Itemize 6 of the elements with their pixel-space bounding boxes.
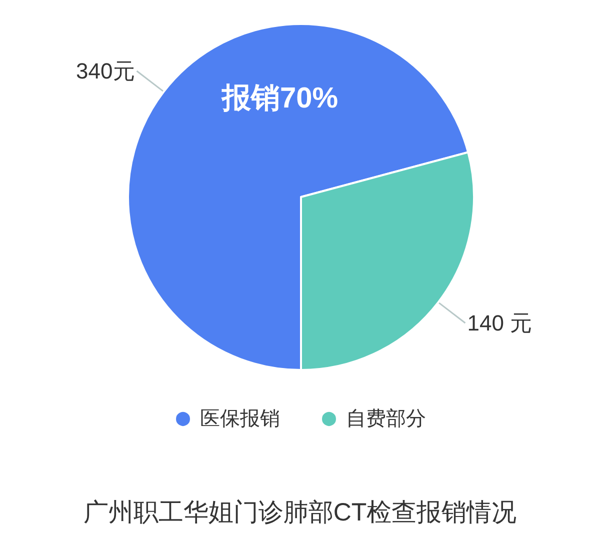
legend-label: 医保报销 — [200, 408, 280, 430]
text: 报销70% — [221, 82, 338, 114]
data-label: 140 元 — [467, 310, 532, 336]
legend-label: 自费部分 — [346, 408, 426, 430]
text: 广州职工华姐门诊肺部CT检查报销情况 — [83, 498, 517, 526]
data-label: 340元 — [76, 58, 135, 84]
